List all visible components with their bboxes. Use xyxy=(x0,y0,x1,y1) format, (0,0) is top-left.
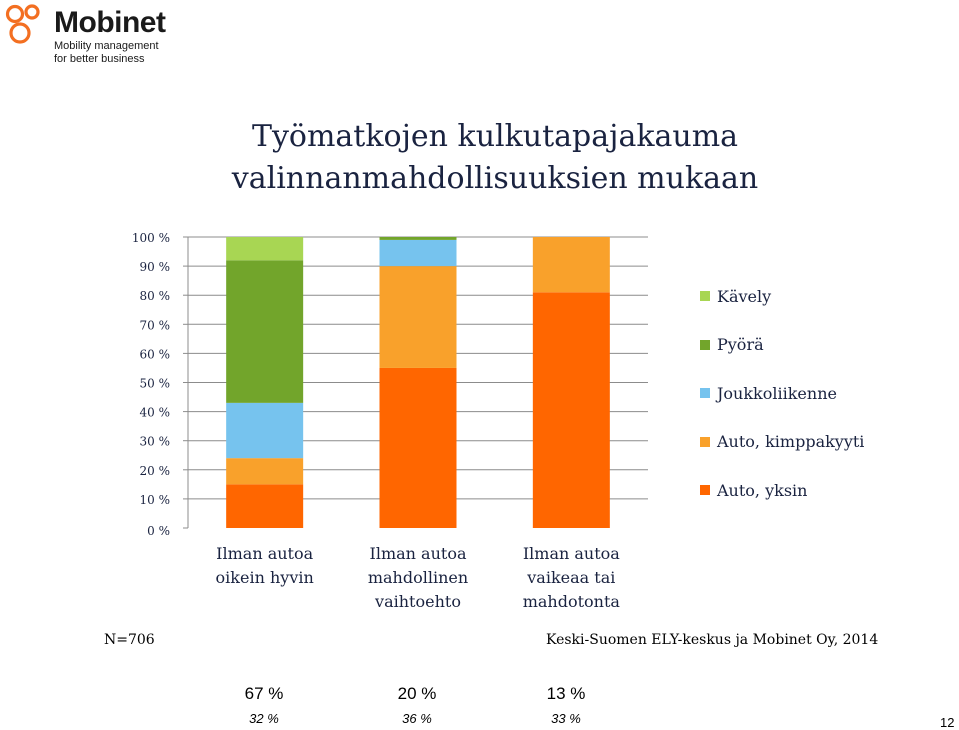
chart-legend: Kävely Pyörä Joukkoliikenne Auto, kimppakyy… xyxy=(700,284,864,527)
bar-segment xyxy=(532,292,610,528)
y-tick-label: 60 % xyxy=(140,347,171,361)
logo-ring-bottom xyxy=(9,22,31,44)
share-sub-2: 36 % xyxy=(402,711,432,726)
y-tick-label: 90 % xyxy=(140,260,171,274)
x-tick-label: Ilman autoa xyxy=(523,544,620,563)
logo-ring-top-right xyxy=(24,4,40,20)
chart-title-line1: Työmatkojen kulkutapajakauma xyxy=(251,119,739,154)
logo-ring-top-left xyxy=(5,4,25,24)
chart-title-line2: valinnanmahdollisuuksien mukaan xyxy=(231,161,759,196)
page-number: 12 xyxy=(940,715,955,730)
x-tick-label: Ilman autoa xyxy=(370,544,467,563)
y-tick-label: 20 % xyxy=(140,464,171,478)
x-tick-label: Ilman autoa xyxy=(216,544,313,563)
share-sub-3: 33 % xyxy=(551,711,581,726)
stacked-bar-chart: 0 % 10 % 20 % 30 % 40 % 50 % 60 % 70 % 80 % 90 % 1… xyxy=(132,231,648,611)
mobinet-rings-icon xyxy=(5,4,40,44)
x-tick-label: vaikeaa tai xyxy=(526,568,615,587)
legend-label: Joukkoliikenne xyxy=(717,383,837,403)
share-main-3: 13 % xyxy=(546,684,586,703)
y-tick-label: 30 % xyxy=(140,435,171,449)
mobinet-logo: Mobinet Mobility management for better b… xyxy=(4,4,204,66)
x-tick-label: mahdollinen xyxy=(368,568,468,587)
y-tick-label: 40 % xyxy=(140,406,171,420)
bar-segment xyxy=(532,237,610,293)
legend-label: Auto, yksin xyxy=(717,480,808,500)
share-sub-1: 32 % xyxy=(249,711,279,726)
logo-name: Mobinet xyxy=(54,6,166,39)
legend-item: Joukkoliikenne xyxy=(700,381,864,405)
x-tick-label: mahdotonta xyxy=(523,592,621,611)
legend-label: Auto, kimppakyyti xyxy=(717,432,865,451)
bar-segment xyxy=(226,260,304,403)
legend-item: Auto, yksin xyxy=(700,478,864,502)
legend-swatch xyxy=(700,485,710,495)
bar-segment xyxy=(226,237,304,261)
legend-swatch xyxy=(700,339,710,350)
legend-swatch xyxy=(700,388,710,398)
legend-label: Pyörä xyxy=(717,335,764,354)
logo-tagline-line2: for better business xyxy=(54,53,145,65)
y-tick-label: 100 % xyxy=(132,231,170,245)
legend-label: Kävely xyxy=(717,286,772,306)
legend-item: Kävely xyxy=(700,284,864,308)
logo-tagline-line1: Mobility management xyxy=(54,40,159,52)
y-tick-label: 10 % xyxy=(140,493,171,507)
legend-item: Auto, kimppakyyti xyxy=(700,430,864,454)
share-main-1: 67 % xyxy=(244,684,284,703)
source-label: Keski-Suomen ELY-keskus ja Mobinet Oy, 2… xyxy=(546,632,879,648)
bar-segment xyxy=(226,402,304,459)
legend-swatch xyxy=(700,291,710,301)
x-tick-label: oikein hyvin xyxy=(216,568,314,587)
bar-segment xyxy=(379,266,457,368)
y-tick-label: 0 % xyxy=(147,524,170,538)
y-tick-label: 50 % xyxy=(140,377,171,391)
bar-segment xyxy=(379,239,457,267)
y-tick-label: 70 % xyxy=(140,318,171,332)
x-tick-label: vaihtoehto xyxy=(374,592,461,611)
bar-segment xyxy=(226,484,304,528)
y-tick-label: 80 % xyxy=(140,289,171,303)
legend-item: Pyörä xyxy=(700,333,864,357)
bar-segment xyxy=(379,367,457,528)
chart-title: Työmatkojen kulkutapajakauma valinnanmah… xyxy=(200,116,790,200)
share-main-2: 20 % xyxy=(397,684,437,703)
logo-tagline: Mobility management for better business xyxy=(54,40,204,66)
legend-swatch xyxy=(700,436,710,447)
bar-segment xyxy=(226,458,304,485)
sample-size-label: N=706 xyxy=(104,632,155,648)
bar-segment xyxy=(379,237,457,240)
